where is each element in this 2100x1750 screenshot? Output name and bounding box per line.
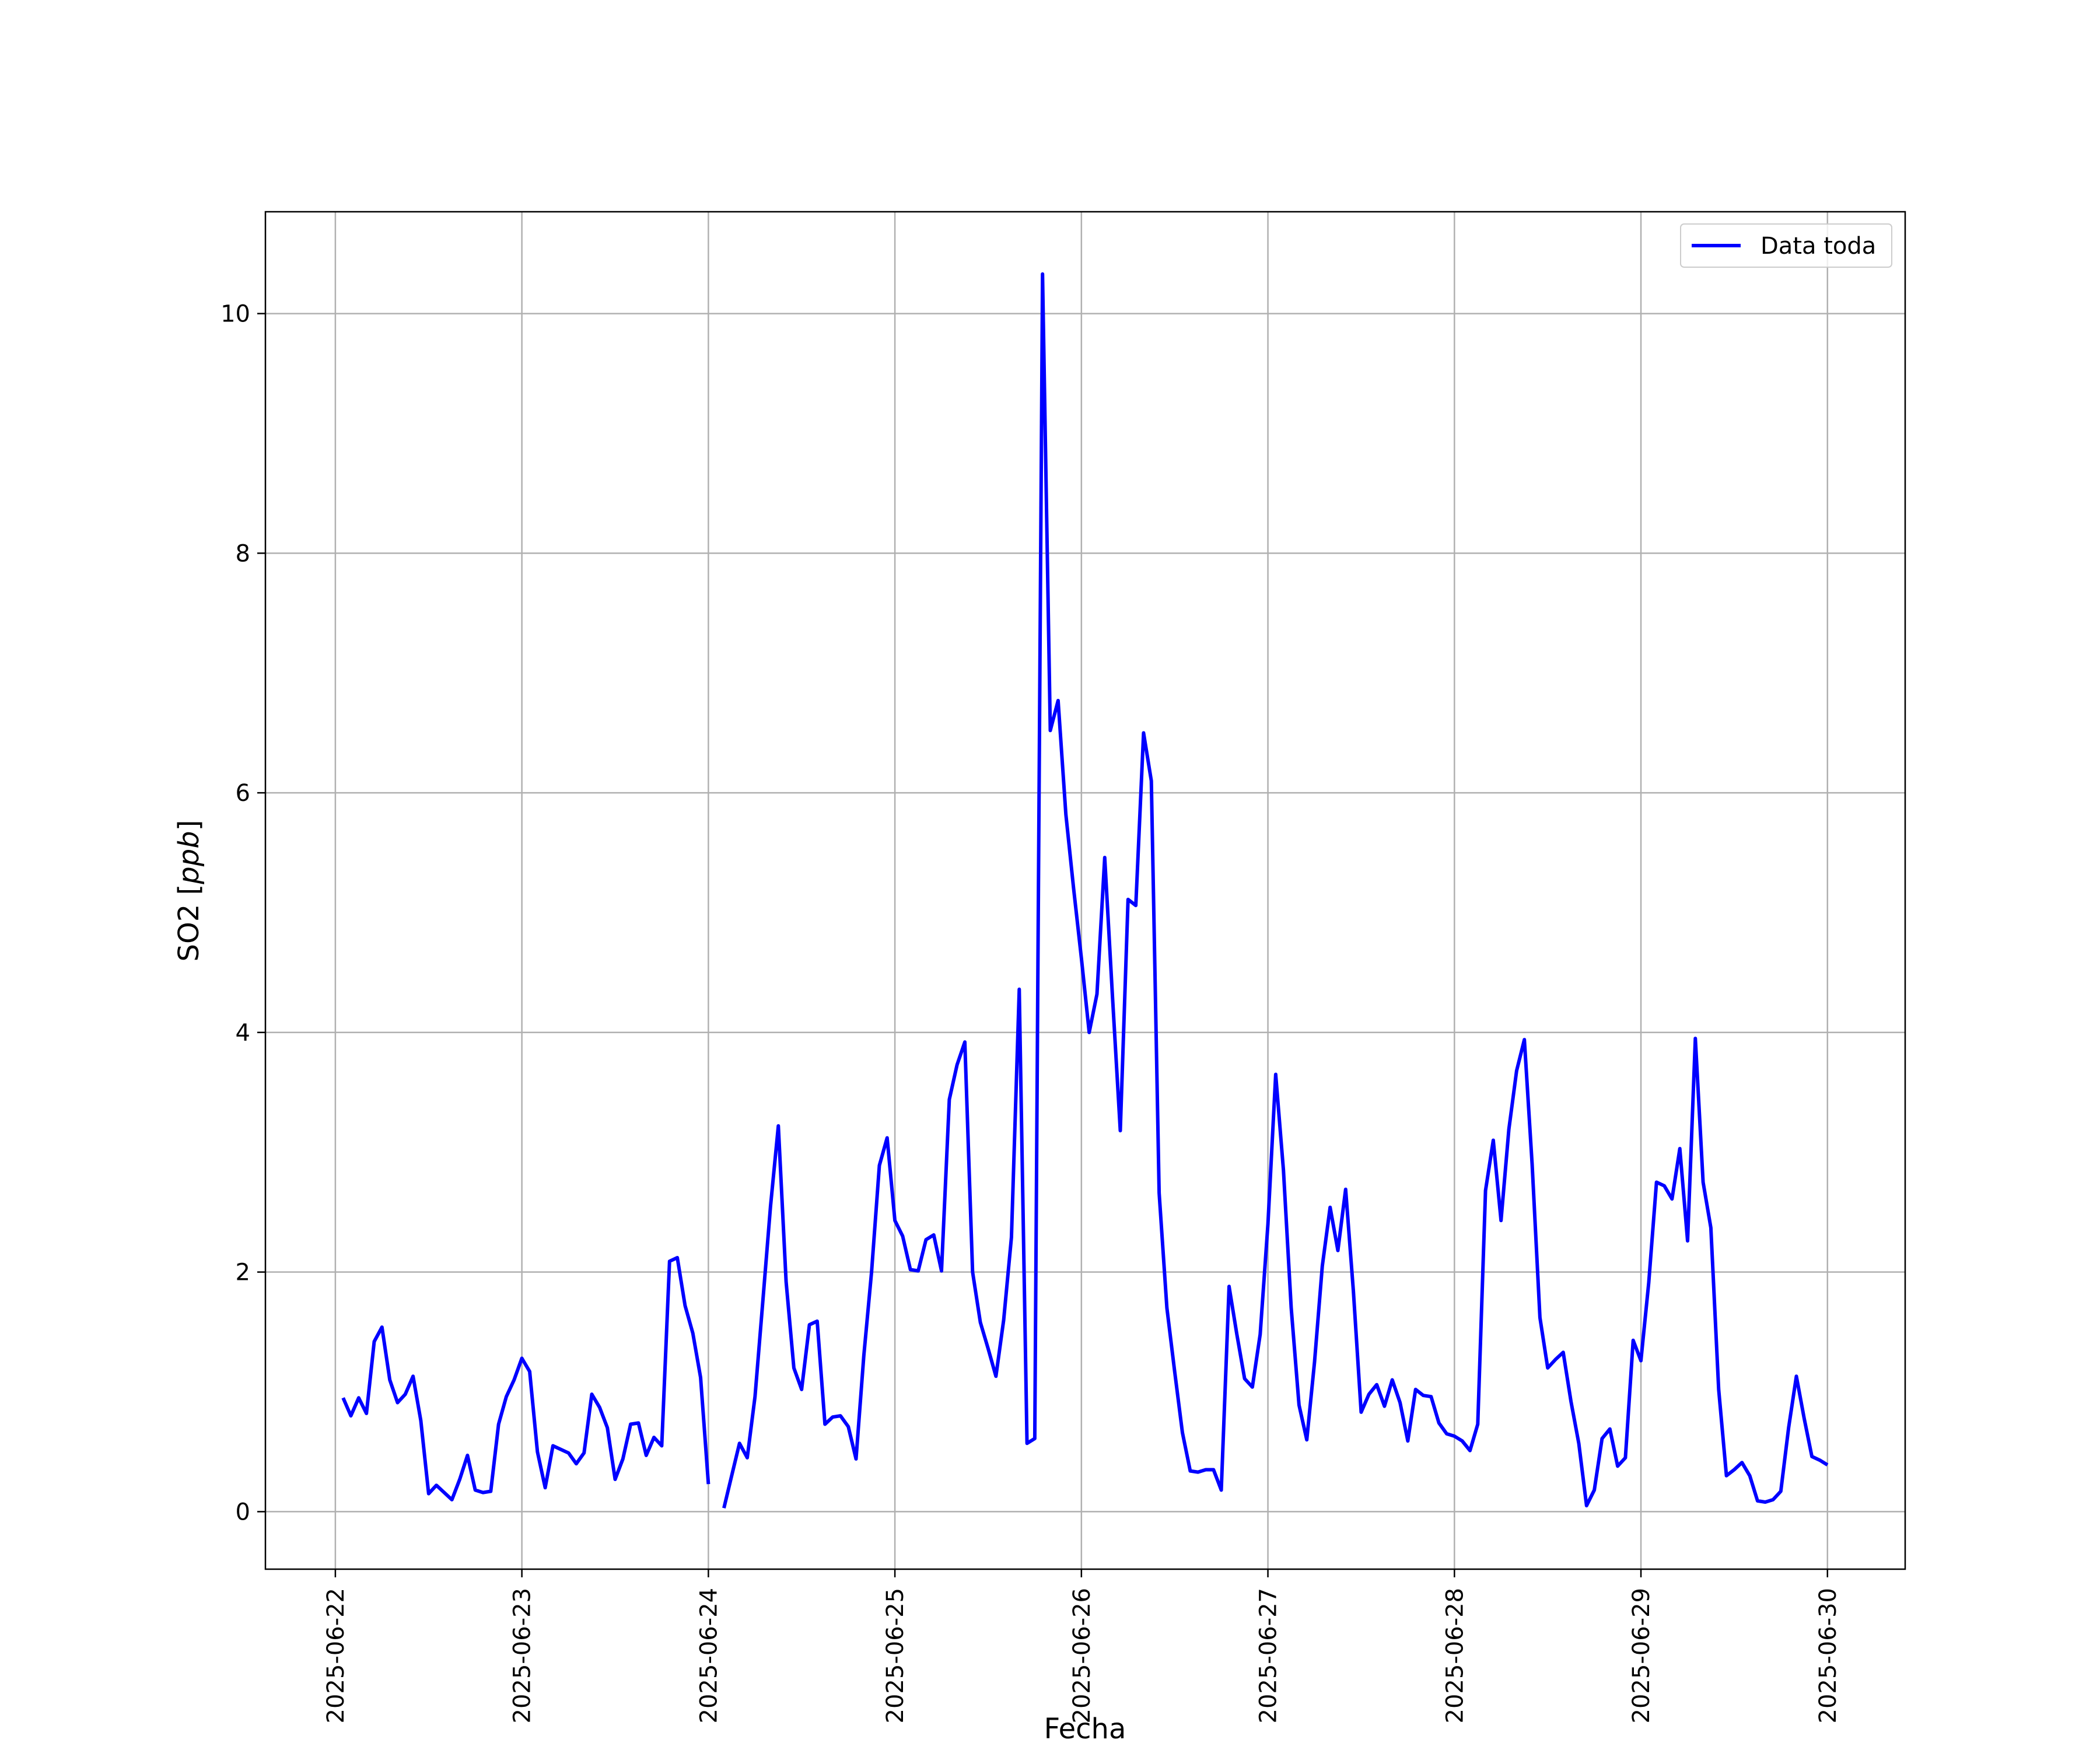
legend: Data toda [1680,223,1892,268]
axis-ticks: 2025-06-22 2025-06-23 2025-06-24 2025-06-25… [220,301,1842,1724]
x-tick-label: 2025-06-26 [1069,1588,1096,1723]
x-tick-label: 2025-06-29 [1628,1588,1655,1723]
series-group [341,272,1829,1508]
x-tick-label: 2025-06-27 [1255,1588,1282,1723]
x-tick-label: 2025-06-25 [882,1588,909,1723]
y-tick-label: 10 [220,301,250,328]
plot-frame [264,211,1906,1570]
x-tick-label: 2025-06-28 [1441,1588,1468,1723]
x-tick-label: 2025-06-30 [1815,1588,1842,1723]
x-tick-label: 2025-06-22 [323,1588,349,1723]
legend-label-data-toda: Data toda [1760,233,1876,260]
x-tick-label: 2025-06-24 [695,1588,722,1723]
y-tick-label: 6 [236,780,250,807]
y-axis-label: SO2 [ppb] [173,820,205,962]
y-tick-label: 8 [236,540,250,567]
x-tick-label: 2025-06-23 [509,1588,536,1723]
y-tick-label: 2 [236,1259,250,1286]
legend-box [1680,223,1892,268]
y-tick-label: 0 [236,1499,250,1525]
y-tick-label: 4 [236,1020,250,1046]
x-axis-label: Fecha [1044,1713,1126,1745]
grid-lines [265,212,1905,1569]
series-line-data-toda [341,272,1829,1508]
